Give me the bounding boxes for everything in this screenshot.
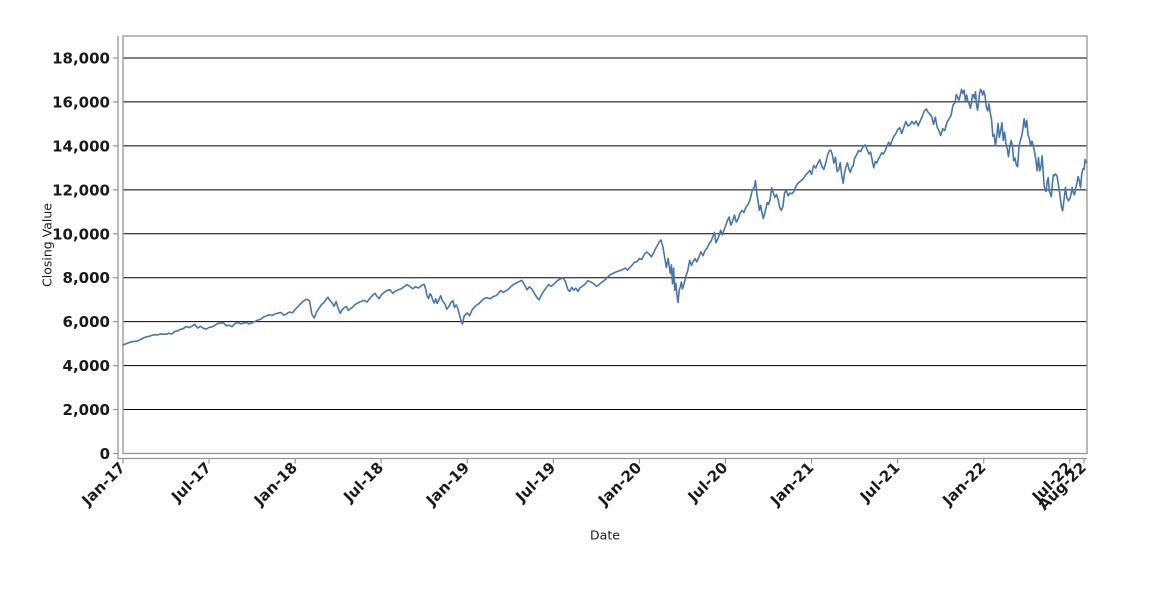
y-tick-label: 2,000 xyxy=(63,401,110,419)
y-axis-title: Closing Value xyxy=(39,203,55,287)
y-tick-label: 16,000 xyxy=(52,93,110,111)
x-tick-label: Jul-17 xyxy=(167,459,215,507)
plot-frame xyxy=(122,35,1088,455)
x-tick-label: Jan-21 xyxy=(766,459,817,510)
x-tick-label: Jul-19 xyxy=(511,459,559,507)
x-tick-label: Jan-17 xyxy=(78,459,129,510)
y-tick-label: 18,000 xyxy=(52,49,110,67)
closing-value-line xyxy=(122,88,1087,346)
x-axis-title: Date xyxy=(590,527,620,543)
x-tick-label: Jan-18 xyxy=(250,459,301,510)
y-tick-label: 0 xyxy=(100,445,110,463)
x-tick-label: Jul-20 xyxy=(684,459,732,507)
x-tick-label: Jan-22 xyxy=(938,459,989,510)
x-tick-label: Jul-21 xyxy=(856,459,904,507)
y-tick-label: 14,000 xyxy=(52,137,110,155)
x-tick-label: Jan-19 xyxy=(422,459,473,510)
x-tick-label: Jul-18 xyxy=(339,459,387,507)
y-tick-label: 8,000 xyxy=(63,269,110,287)
y-tick-label: 10,000 xyxy=(52,225,110,243)
y-tick-label: 12,000 xyxy=(52,181,110,199)
y-tick-label: 4,000 xyxy=(63,357,110,375)
y-tick-label: 6,000 xyxy=(63,313,110,331)
x-tick-label: Jan-20 xyxy=(594,459,645,510)
